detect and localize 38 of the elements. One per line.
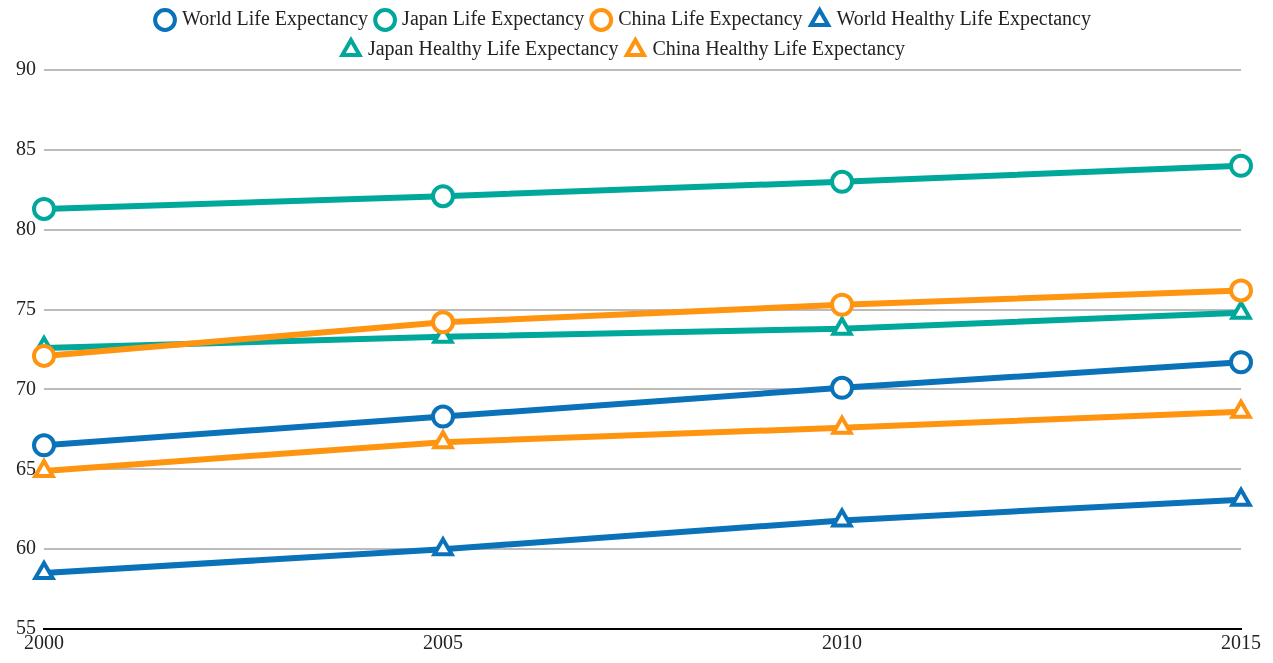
point <box>831 316 853 336</box>
x-tick-label: 2015 <box>1221 631 1261 654</box>
point <box>1229 278 1253 303</box>
point <box>33 458 55 478</box>
y-tick-label: 60 <box>16 536 36 559</box>
y-tick-label: 75 <box>16 296 36 319</box>
point <box>33 561 55 581</box>
point <box>32 343 56 368</box>
point <box>431 310 455 335</box>
x-tick-label: 2005 <box>423 631 463 654</box>
point <box>830 292 854 317</box>
legend-label: China Life Expectancy <box>618 7 803 31</box>
point <box>431 184 455 209</box>
point <box>1229 350 1253 375</box>
y-tick-label: 70 <box>16 376 36 399</box>
point <box>432 430 454 450</box>
y-tick-label: 80 <box>16 216 36 239</box>
point <box>1230 300 1252 320</box>
legend-label: Japan Life Expectancy <box>402 7 585 31</box>
point <box>1230 399 1252 419</box>
point <box>32 433 56 458</box>
legend-label: World Healthy Life Expectancy <box>836 7 1091 31</box>
point <box>1230 487 1252 507</box>
legend-label: Japan Healthy Life Expectancy <box>367 37 619 61</box>
point <box>32 196 56 221</box>
point <box>432 537 454 557</box>
point <box>830 169 854 194</box>
legend-label: China Healthy Life Expectancy <box>652 37 906 61</box>
point <box>830 375 854 400</box>
y-tick-label: 90 <box>16 57 36 80</box>
point <box>431 404 455 429</box>
y-tick-label: 85 <box>16 137 36 160</box>
y-tick-label: 65 <box>16 456 36 479</box>
x-tick-label: 2010 <box>822 631 862 654</box>
point <box>1229 153 1253 178</box>
point <box>831 415 853 435</box>
point <box>831 508 853 528</box>
legend-label: World Life Expectancy <box>182 7 369 31</box>
